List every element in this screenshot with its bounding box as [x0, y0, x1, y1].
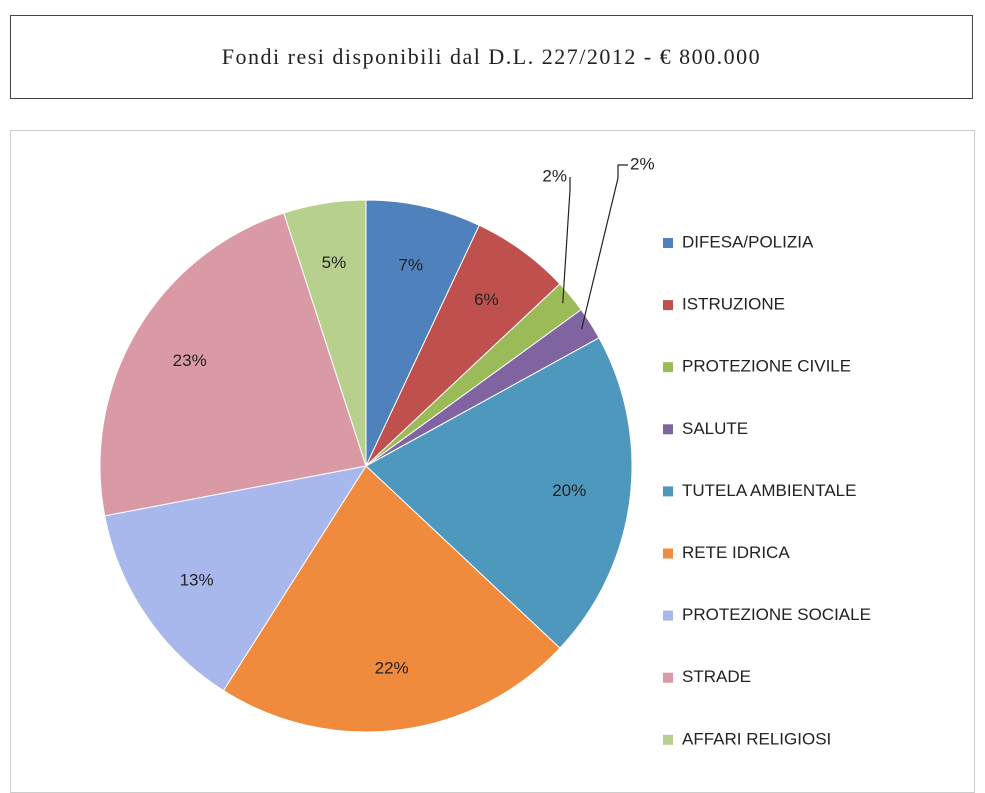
legend-swatch: [663, 424, 673, 435]
data-label: 20%: [552, 481, 586, 500]
pie-slice: [365, 199, 480, 467]
legend-label: STRADE: [682, 667, 751, 686]
legend-swatch: [663, 548, 673, 559]
pie-slice: [99, 212, 367, 517]
legend-swatch: [663, 362, 673, 373]
pie-slice: [222, 465, 561, 733]
legend-label: DIFESA/POLIZIA: [682, 232, 814, 251]
legend-swatch: [663, 672, 673, 683]
data-label: 6%: [474, 290, 499, 309]
pie-slice: [283, 199, 367, 467]
pie-slice: [104, 465, 368, 692]
data-label: 2%: [630, 154, 655, 173]
pie-slice: [365, 337, 633, 649]
data-label: 7%: [398, 256, 423, 275]
legend-label: AFFARI RELIGIOSI: [682, 729, 831, 748]
legend-swatch: [663, 486, 673, 497]
data-label: 2%: [542, 166, 567, 185]
legend-swatch: [663, 300, 673, 311]
legend-label: ISTRUZIONE: [682, 295, 785, 314]
legend-label: SALUTE: [682, 419, 748, 438]
legend-label: TUTELA AMBIENTALE: [682, 481, 856, 500]
legend-swatch: [663, 610, 673, 621]
data-label: 13%: [180, 571, 214, 590]
legend-swatch: [663, 238, 673, 248]
data-label: 23%: [173, 351, 207, 370]
legend-label: PROTEZIONE CIVILE: [682, 357, 851, 376]
chart-title: Fondi resi disponibili dal D.L. 227/2012…: [221, 44, 762, 69]
title-box: Fondi resi disponibili dal D.L. 227/2012…: [10, 15, 973, 99]
legend-swatch: [663, 734, 673, 745]
leader-line: [581, 164, 628, 330]
legend-label: PROTEZIONE SOCIALE: [682, 605, 871, 624]
data-label: 5%: [322, 253, 347, 272]
legend-label: RETE IDRICA: [682, 543, 790, 562]
leader-line: [562, 177, 571, 304]
data-label: 22%: [375, 659, 409, 678]
